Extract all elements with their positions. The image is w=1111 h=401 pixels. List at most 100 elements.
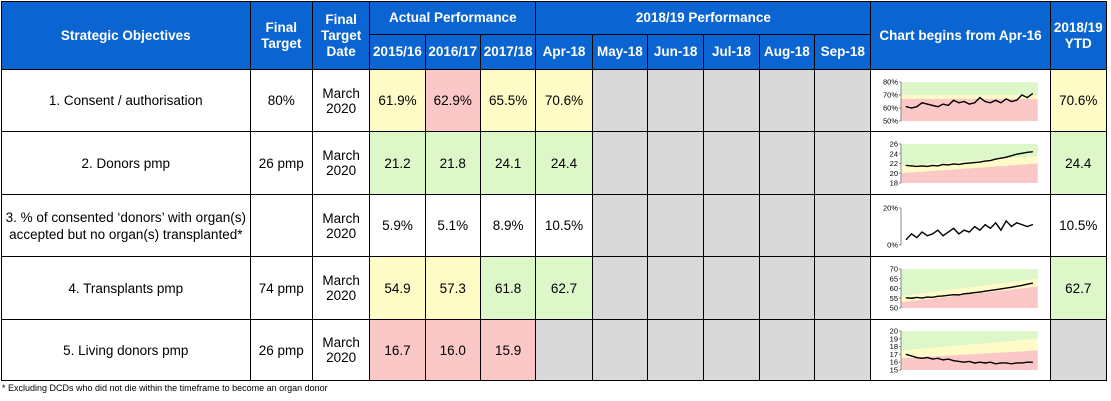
data-point xyxy=(910,355,912,357)
year-value-cell: 57.3 xyxy=(424,256,481,320)
final-target-cell: 26 pmp xyxy=(249,319,313,381)
header-current-performance: 2018/19 Performance xyxy=(535,1,872,35)
band-red xyxy=(900,98,1038,121)
data-point xyxy=(1010,155,1012,157)
year-value-cell: 21.8 xyxy=(424,131,481,195)
year-value-cell: 8.9% xyxy=(479,194,537,257)
data-point xyxy=(941,359,944,361)
data-point xyxy=(931,296,933,298)
y-tick-label: 20% xyxy=(882,204,897,213)
data-point xyxy=(1010,100,1012,102)
data-point xyxy=(1031,282,1033,284)
data-point xyxy=(910,106,912,109)
band-yellow xyxy=(900,156,1038,174)
target-date-cell: March 2020 xyxy=(311,256,371,320)
data-point xyxy=(994,158,996,160)
header-actual-performance: Actual Performance xyxy=(369,1,537,35)
ytd-value-cell xyxy=(1049,319,1108,381)
header-month: Jul-18 xyxy=(703,34,760,70)
footnote: * Excluding DCDs who did not die within … xyxy=(2,383,328,393)
trend-chart: 80% 70% 60% 50% xyxy=(882,78,1038,124)
month-value-cell xyxy=(647,194,705,257)
y-tick-label: 19 xyxy=(889,334,897,343)
objective-cell: 1. Consent / authorisation xyxy=(1,69,251,132)
y-tick-label: 50% xyxy=(882,116,897,124)
data-point xyxy=(1005,362,1007,364)
data-point xyxy=(920,297,923,299)
table-row: 4. Transplants pmp 74 pmp March 2020 54.9 57… xyxy=(1,256,1108,320)
header-month: May-18 xyxy=(591,34,649,70)
data-point xyxy=(999,229,1002,231)
data-point xyxy=(973,362,975,364)
data-point xyxy=(984,160,986,162)
data-point xyxy=(968,360,970,363)
y-tick-label: 18 xyxy=(889,342,897,351)
header-month: Apr-18 xyxy=(535,34,593,70)
month-value-cell xyxy=(703,256,760,320)
data-point xyxy=(1020,152,1023,154)
header-month: Sep-18 xyxy=(814,34,872,70)
data-point xyxy=(1005,287,1007,289)
data-point xyxy=(915,356,917,359)
data-point xyxy=(963,229,965,231)
y-tick-label: 50 xyxy=(889,304,897,312)
data-point xyxy=(989,159,991,162)
year-value-cell: 15.9 xyxy=(479,319,537,381)
data-point xyxy=(920,230,923,233)
data-point xyxy=(1026,96,1028,98)
data-point xyxy=(910,165,912,167)
year-value-cell: 54.9 xyxy=(369,256,426,320)
year-value-cell: 24.1 xyxy=(479,131,537,195)
data-point xyxy=(999,157,1002,159)
ytd-value-cell: 10.5% xyxy=(1049,194,1108,257)
month-value-cell xyxy=(814,319,872,381)
year-value-cell: 5.9% xyxy=(369,194,426,257)
band-red xyxy=(900,286,1038,308)
month-value-cell xyxy=(814,69,872,132)
y-tick-label: 17 xyxy=(889,350,897,359)
data-point xyxy=(941,234,944,236)
data-point xyxy=(915,165,917,168)
data-point xyxy=(978,96,980,98)
month-value-cell xyxy=(647,131,705,195)
y-tick-label: 20 xyxy=(889,169,897,178)
header-ytd: 2018/19 YTD xyxy=(1049,1,1108,70)
band-green xyxy=(900,269,1038,297)
header-year: 2017/18 xyxy=(479,34,537,70)
data-point xyxy=(978,291,980,293)
year-value-cell: 65.5% xyxy=(479,69,537,132)
data-point xyxy=(936,295,938,297)
data-point xyxy=(1015,285,1017,287)
data-point xyxy=(994,221,996,223)
data-point xyxy=(952,360,954,362)
data-point xyxy=(931,358,933,360)
data-point xyxy=(999,362,1002,364)
scorecard-table: Strategic Objectives Final Target Final … xyxy=(1,1,1108,381)
data-point xyxy=(905,164,907,167)
series-line xyxy=(905,219,1033,240)
y-tick-label: 60 xyxy=(889,284,897,293)
data-point xyxy=(984,223,986,225)
data-point xyxy=(926,165,928,168)
data-point xyxy=(999,288,1002,290)
month-value-cell xyxy=(703,69,760,132)
data-point xyxy=(947,230,949,233)
data-point xyxy=(984,290,986,292)
data-point xyxy=(1020,284,1023,286)
data-point xyxy=(905,105,907,107)
data-point xyxy=(920,357,923,359)
data-point xyxy=(1015,153,1017,155)
data-point xyxy=(1015,99,1017,101)
table-row: 1. Consent / authorisation 80% March 2020 6… xyxy=(1,69,1108,132)
data-point xyxy=(952,227,954,229)
month-value-cell: 24.4 xyxy=(535,131,593,195)
data-point xyxy=(941,163,944,166)
y-tick-label: 70 xyxy=(889,265,897,274)
month-value-cell xyxy=(758,194,816,257)
target-date-cell: March 2020 xyxy=(311,69,371,132)
data-point xyxy=(920,165,923,167)
data-point xyxy=(905,353,907,355)
month-value-cell: 10.5% xyxy=(535,194,593,257)
table-row: 5. Living donors pmp 26 pmp March 2020 16.7… xyxy=(1,319,1108,381)
